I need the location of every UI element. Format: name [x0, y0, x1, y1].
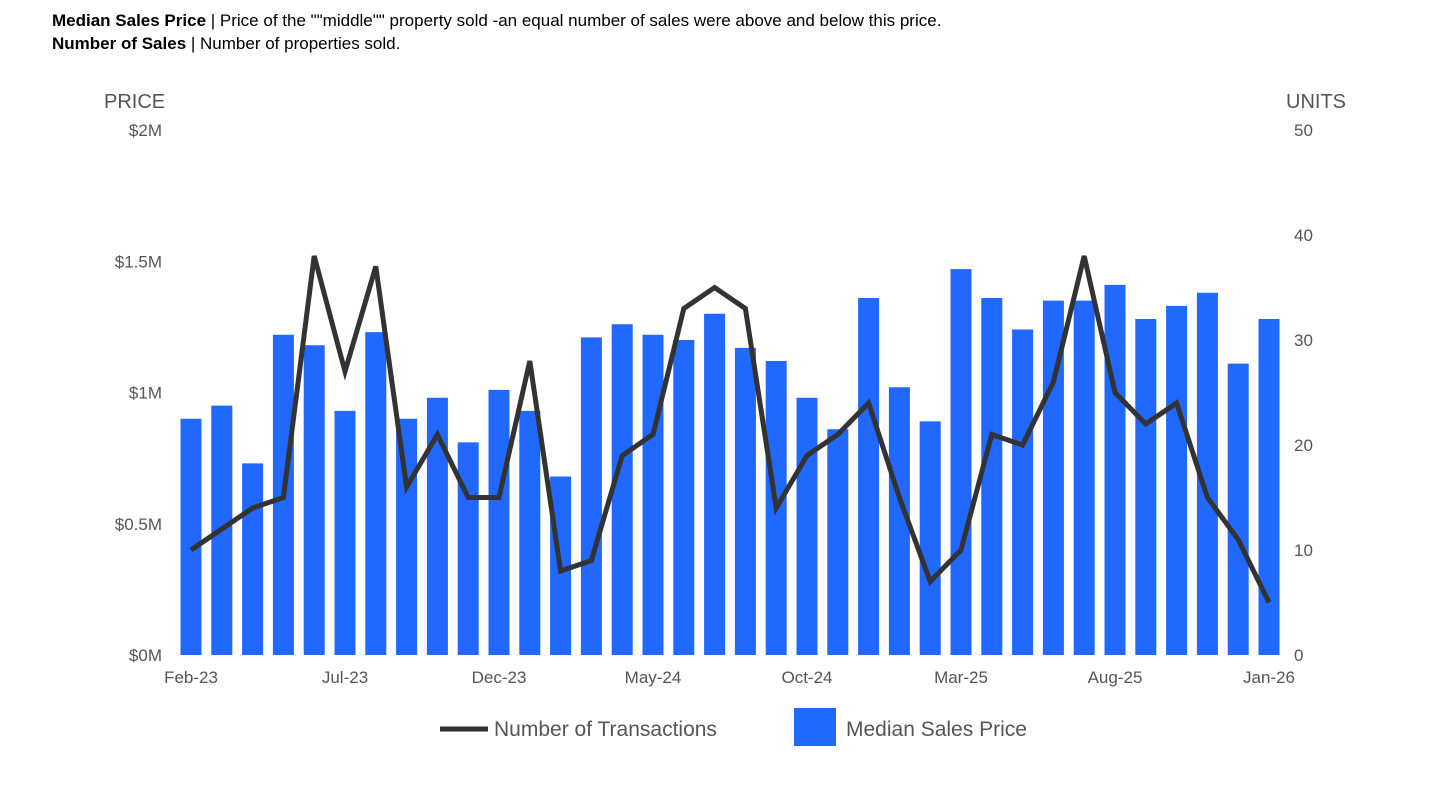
left-tick-label: $0M — [129, 646, 162, 665]
bar-Sep-25 — [1135, 319, 1157, 655]
bar-Aug-25 — [1104, 284, 1126, 655]
legend-label-transactions: Number of Transactions — [494, 718, 717, 741]
x-tick-label: Jul-23 — [322, 668, 368, 687]
definition-median-price: Median Sales Price | Price of the ""midd… — [52, 9, 941, 32]
bar-Jul-24 — [704, 313, 726, 655]
definitions: Median Sales Price | Price of the ""midd… — [52, 9, 941, 55]
bar-Aug-24 — [734, 347, 756, 655]
right-axis-title: UNITS — [1286, 91, 1346, 113]
bar-Nov-23 — [457, 442, 479, 655]
x-tick-label: Aug-25 — [1088, 668, 1143, 687]
bar-Aug-23 — [365, 332, 387, 655]
right-tick-label: 40 — [1294, 226, 1313, 245]
bar-Dec-24 — [858, 298, 880, 655]
bar-Mar-25 — [950, 269, 972, 655]
bar-Apr-24 — [611, 324, 633, 655]
right-tick-label: 0 — [1294, 646, 1303, 665]
x-axis-ticks: Feb-23 Jul-23 Dec-23 May-24 Oct-24 Mar-25 Aug-… — [164, 668, 1295, 687]
definition-term: Median Sales Price — [52, 11, 207, 30]
bar-series — [180, 269, 1280, 655]
bar-Oct-23 — [426, 397, 448, 655]
bar-Nov-25 — [1196, 292, 1218, 655]
definition-number-of-sales: Number of Sales | Number of properties s… — [52, 32, 941, 55]
bar-Jul-23 — [334, 410, 356, 655]
right-axis-ticks: 0 10 20 30 40 50 — [1294, 121, 1313, 665]
bar-Apr-25 — [981, 298, 1003, 655]
left-axis-title: PRICE — [104, 91, 165, 113]
bar-Sep-23 — [396, 418, 418, 655]
bar-Jun-24 — [673, 340, 695, 655]
definition-text: Number of properties sold. — [200, 34, 401, 53]
definition-term: Number of Sales — [52, 34, 187, 53]
definition-separator: | — [206, 11, 220, 30]
bar-Feb-23 — [180, 418, 202, 655]
x-tick-label: Feb-23 — [164, 668, 218, 687]
bar-May-25 — [1012, 329, 1034, 655]
bar-Nov-24 — [827, 429, 849, 655]
x-tick-label: Oct-24 — [781, 668, 832, 687]
bar-Dec-25 — [1227, 363, 1249, 655]
bar-May-24 — [642, 334, 664, 655]
left-tick-label: $1.5M — [115, 252, 162, 271]
bar-Jan-24 — [519, 410, 541, 655]
bar-Mar-24 — [580, 337, 602, 655]
legend-bar-swatch — [794, 708, 836, 746]
x-tick-label: Jan-26 — [1243, 668, 1295, 687]
left-axis-ticks: $0M $0.5M $1M $1.5M $2M — [115, 121, 162, 665]
left-tick-label: $2M — [129, 121, 162, 140]
right-tick-label: 10 — [1294, 541, 1313, 560]
legend-label-median-price: Median Sales Price — [846, 718, 1027, 741]
bar-Jan-26 — [1258, 319, 1280, 655]
x-tick-label: Mar-25 — [934, 668, 988, 687]
transactions-line — [189, 255, 1272, 604]
bar-Jun-23 — [303, 345, 325, 655]
left-tick-label: $1M — [129, 384, 162, 403]
line-series — [189, 255, 1272, 604]
x-tick-label: Dec-23 — [472, 668, 527, 687]
definition-separator: | — [186, 34, 201, 53]
bar-Feb-25 — [919, 421, 941, 655]
bar-Jan-25 — [888, 387, 910, 655]
bar-Dec-23 — [488, 389, 510, 655]
x-tick-label: May-24 — [625, 668, 682, 687]
right-tick-label: 50 — [1294, 121, 1313, 140]
bar-Oct-24 — [796, 397, 818, 655]
bar-Oct-25 — [1166, 305, 1188, 655]
right-tick-label: 20 — [1294, 436, 1313, 455]
definition-text: Price of the ""middle"" property sold -a… — [219, 11, 942, 30]
left-tick-label: $0.5M — [115, 515, 162, 534]
right-tick-label: 30 — [1294, 331, 1313, 350]
bar-Apr-23 — [242, 463, 264, 655]
legend: Number of Transactions Median Sales Pric… — [440, 708, 1027, 746]
bar-Jul-25 — [1073, 300, 1095, 655]
